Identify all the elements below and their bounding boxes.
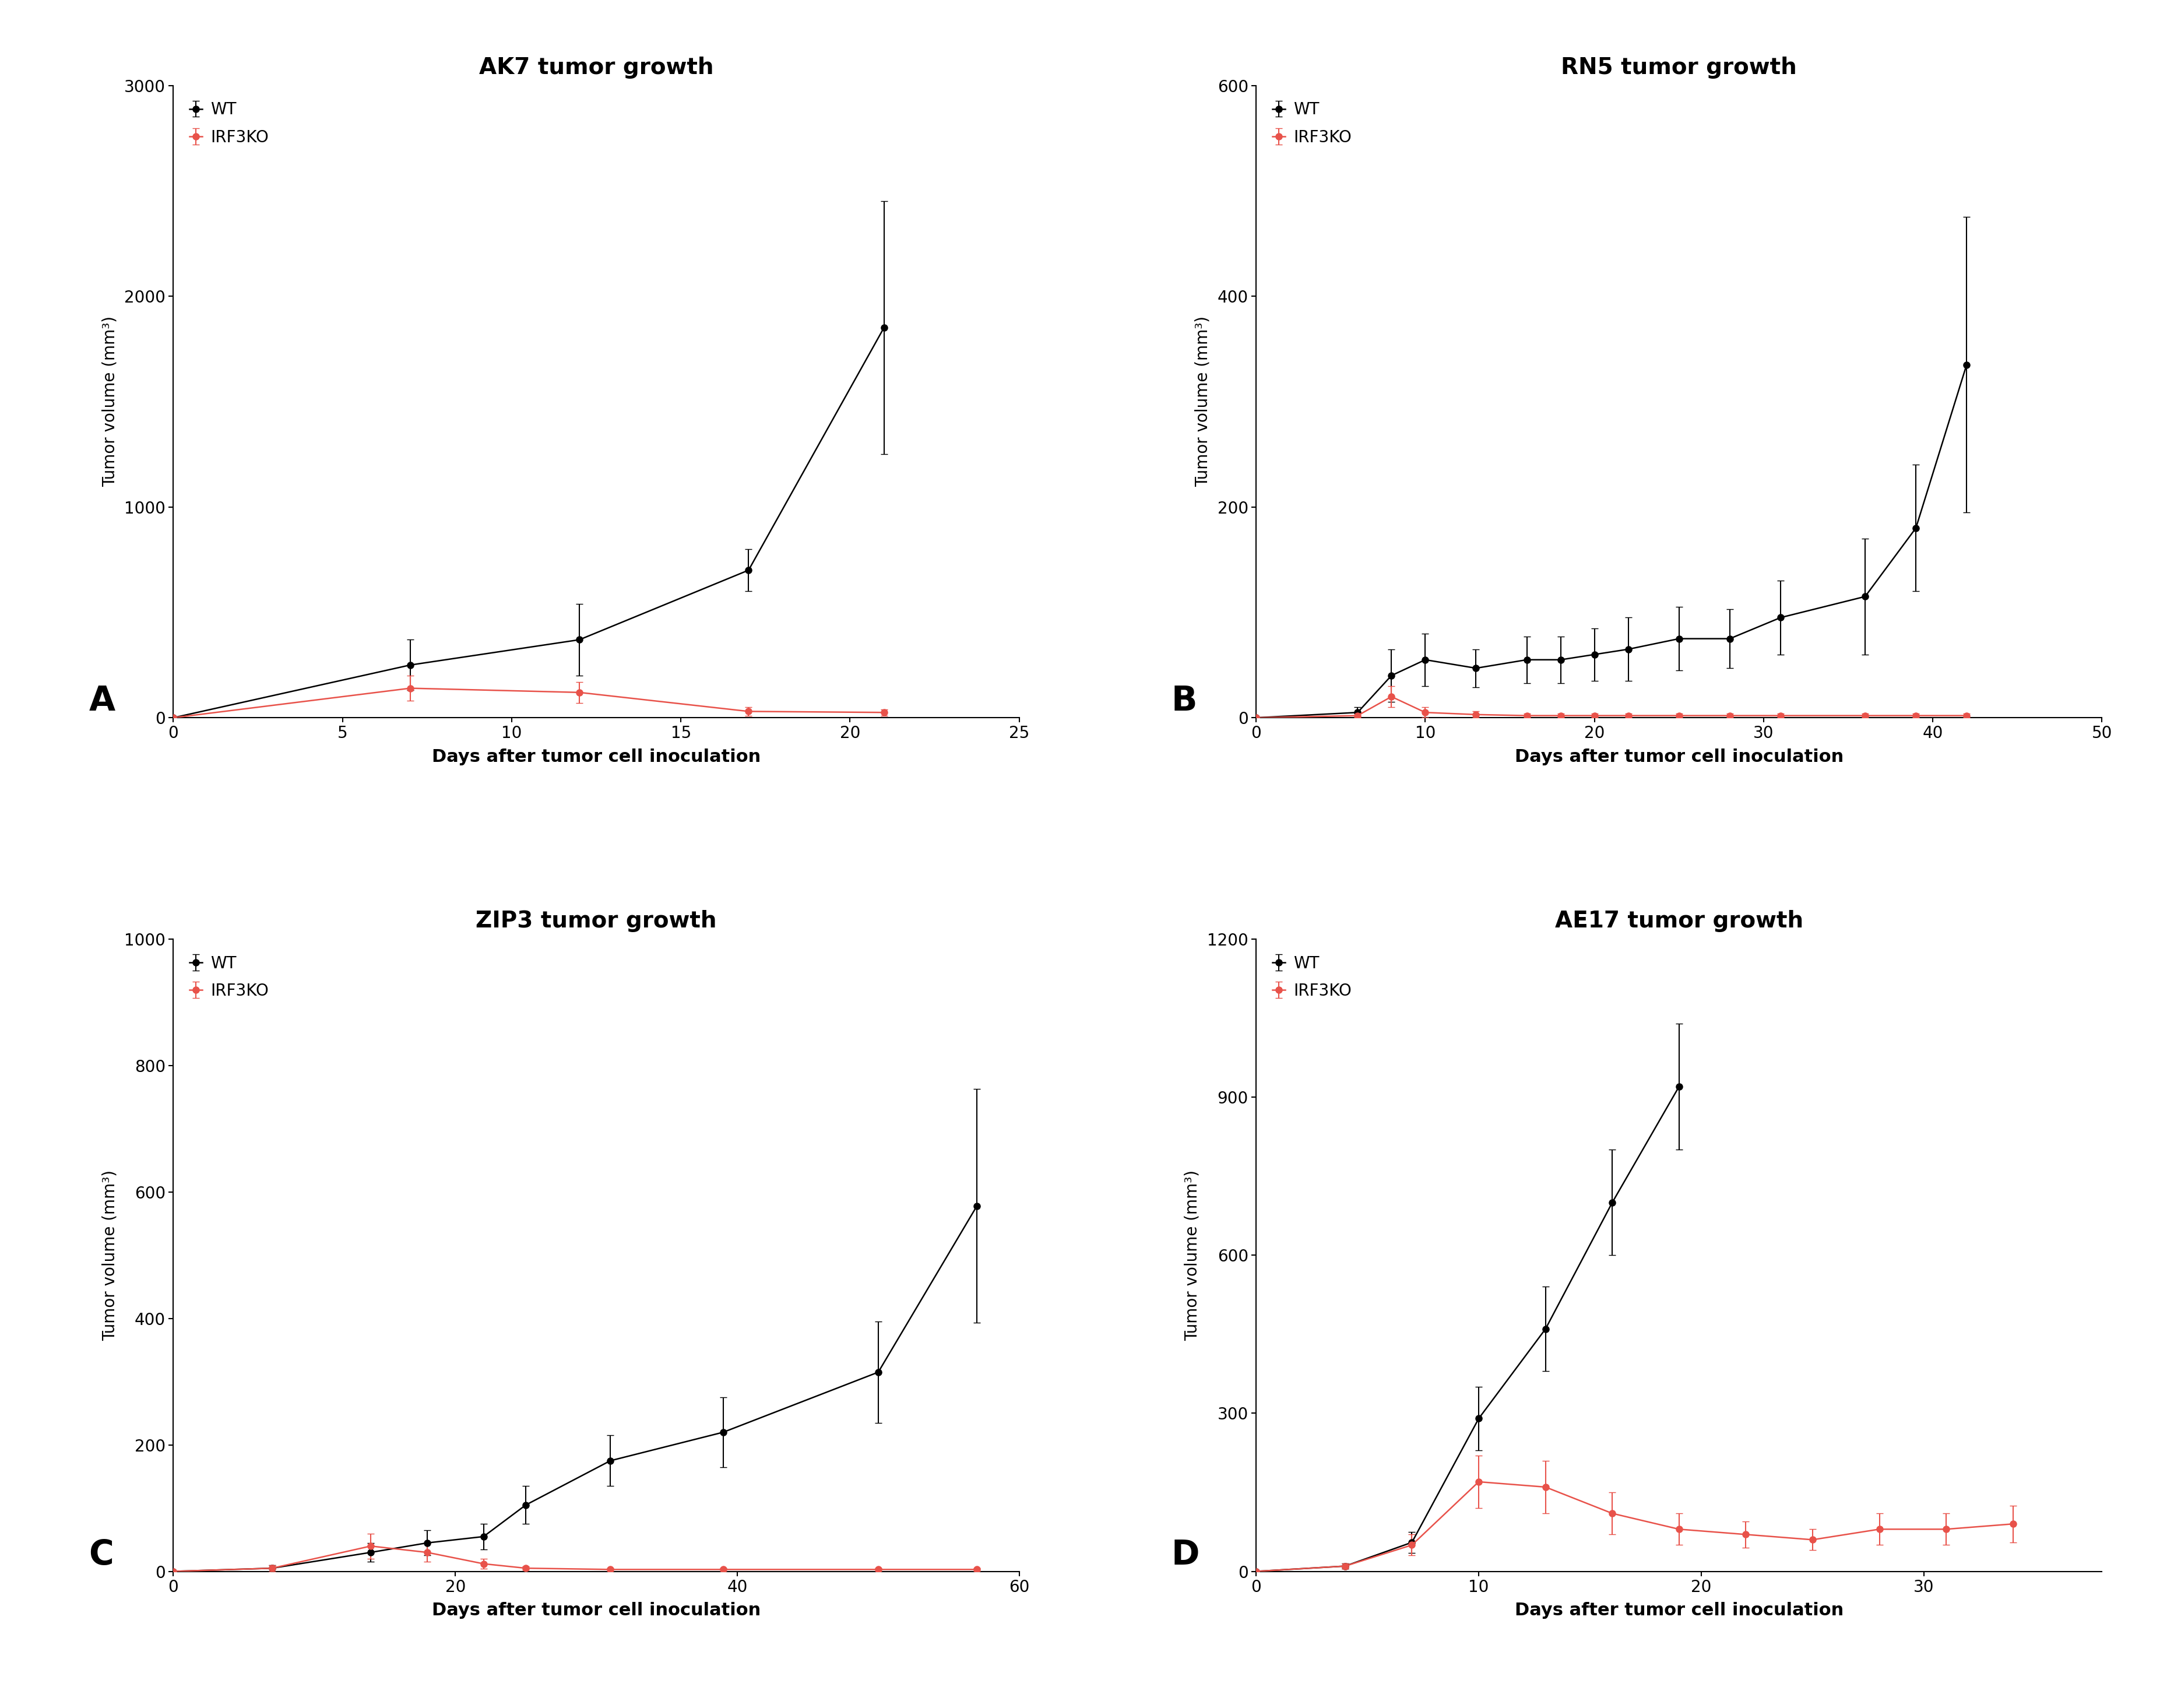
Text: D: D [1172, 1539, 1201, 1571]
Title: RN5 tumor growth: RN5 tumor growth [1560, 56, 1796, 79]
Legend: WT, IRF3KO: WT, IRF3KO [182, 948, 277, 1008]
X-axis label: Days after tumor cell inoculation: Days after tumor cell inoculation [431, 1602, 761, 1619]
Y-axis label: Tumor volume (mm³): Tumor volume (mm³) [1194, 316, 1211, 487]
Title: ZIP3 tumor growth: ZIP3 tumor growth [477, 910, 717, 933]
X-axis label: Days after tumor cell inoculation: Days after tumor cell inoculation [1515, 748, 1844, 765]
Y-axis label: Tumor volume (mm³): Tumor volume (mm³) [102, 1170, 117, 1341]
X-axis label: Days after tumor cell inoculation: Days after tumor cell inoculation [431, 748, 761, 765]
Y-axis label: Tumor volume (mm³): Tumor volume (mm³) [102, 316, 117, 487]
X-axis label: Days after tumor cell inoculation: Days after tumor cell inoculation [1515, 1602, 1844, 1619]
Title: AK7 tumor growth: AK7 tumor growth [479, 56, 713, 79]
Y-axis label: Tumor volume (mm³): Tumor volume (mm³) [1185, 1170, 1201, 1341]
Legend: WT, IRF3KO: WT, IRF3KO [1263, 94, 1359, 154]
Text: A: A [89, 685, 115, 717]
Title: AE17 tumor growth: AE17 tumor growth [1556, 910, 1803, 933]
Text: B: B [1172, 685, 1198, 717]
Text: C: C [89, 1539, 113, 1571]
Legend: WT, IRF3KO: WT, IRF3KO [182, 94, 277, 154]
Legend: WT, IRF3KO: WT, IRF3KO [1263, 948, 1359, 1008]
